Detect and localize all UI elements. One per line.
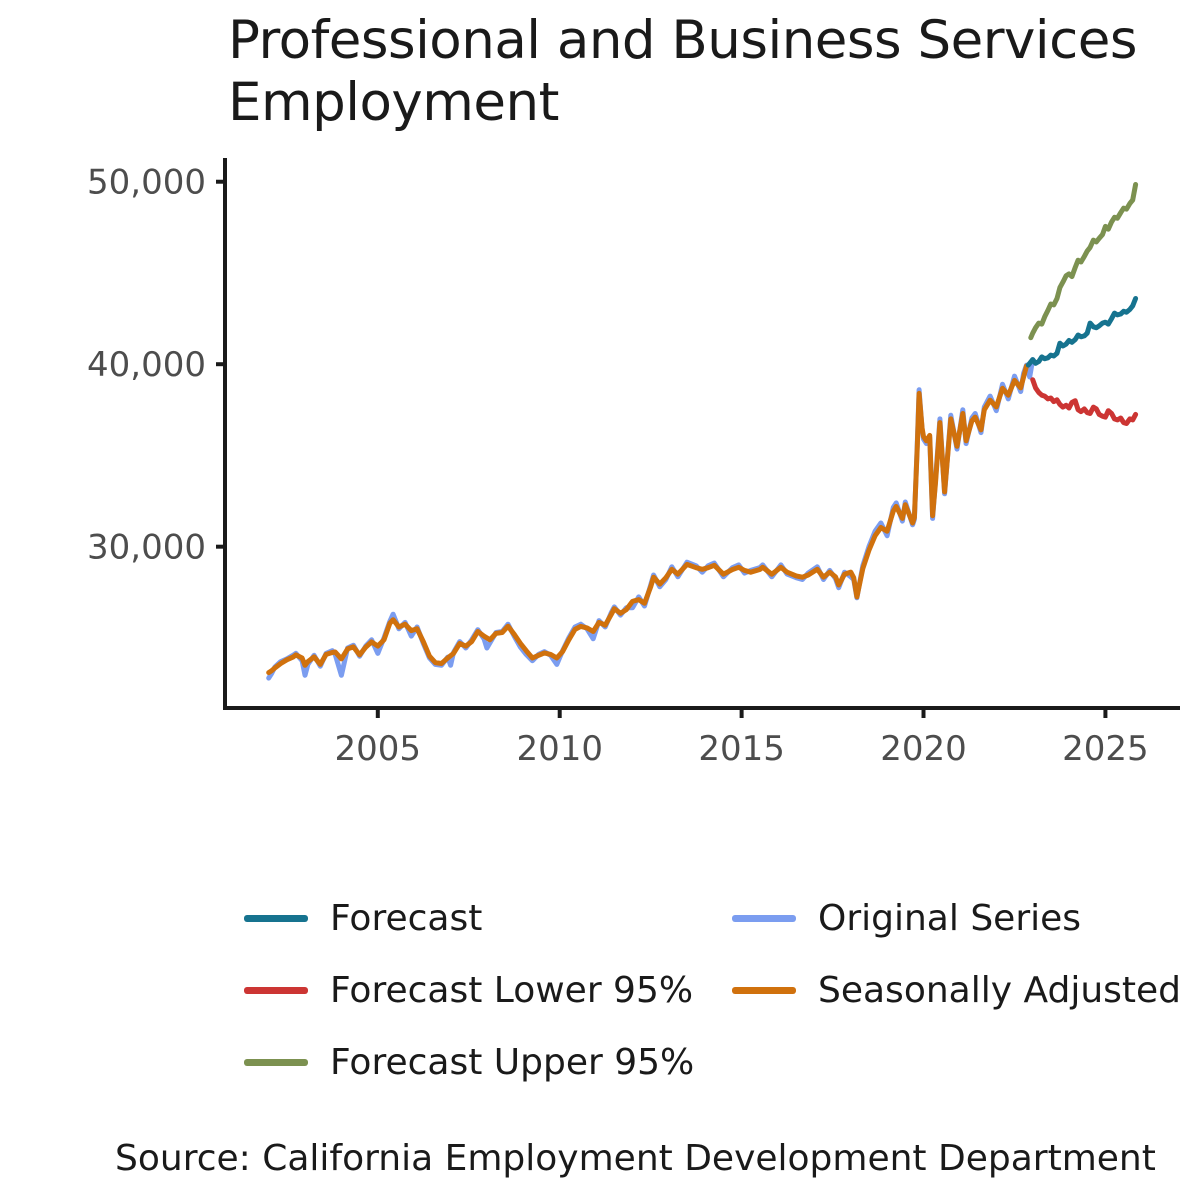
original-series-line-swatch	[732, 914, 796, 922]
legend-item-forecast: Forecast	[244, 897, 483, 939]
x-tick-label: 2005	[335, 729, 422, 769]
legend-label-forecast-upper-95: Forecast Upper 95%	[330, 1041, 695, 1083]
y-tick-label: 50,000	[87, 163, 206, 203]
legend-label-original-series: Original Series	[818, 897, 1082, 939]
y-axis-ticks: 30,000 40,000 50,000	[87, 163, 225, 568]
series-line-forecast-lower-95	[1030, 377, 1139, 426]
legend-label-seasonally-adjusted: Seasonally Adjusted	[818, 969, 1182, 1011]
x-tick-label: 2025	[1062, 729, 1149, 769]
seasonally-adjusted-line-swatch	[732, 986, 796, 994]
series-line-forecast-upper-95	[1028, 182, 1139, 341]
source-note: Source: California Employment Developmen…	[115, 1138, 1156, 1179]
employment-chart: 30,000 40,000 50,000 2005 2010 2015 2020 2025	[87, 158, 1180, 769]
x-axis-ticks: 2005 2010 2015 2020 2025	[335, 708, 1149, 769]
legend-item-original-series: Original Series	[732, 897, 1082, 939]
forecast-lower-line-swatch	[244, 986, 308, 994]
forecast-line-swatch	[244, 914, 308, 922]
legend-item-seasonally-adjusted: Seasonally Adjusted	[732, 969, 1182, 1011]
axes	[223, 158, 1180, 710]
forecast-upper-line-swatch	[244, 1058, 308, 1066]
legend-item-forecast-upper-95: Forecast Upper 95%	[244, 1041, 695, 1083]
y-tick-label: 40,000	[87, 345, 206, 385]
chart-title-line2: Employment	[228, 72, 559, 133]
x-tick-label: 2015	[698, 729, 785, 769]
legend-item-forecast-lower-95: Forecast Lower 95%	[244, 969, 694, 1011]
x-tick-label: 2010	[516, 729, 603, 769]
series-line-seasonally-adjusted	[266, 363, 1029, 676]
y-tick-label: 30,000	[87, 528, 206, 568]
series-line-forecast	[1025, 296, 1139, 368]
legend-label-forecast: Forecast	[330, 897, 483, 939]
x-tick-label: 2020	[880, 729, 967, 769]
legend-label-forecast-lower-95: Forecast Lower 95%	[330, 969, 694, 1011]
chart-title-line1: Professional and Business Services	[228, 10, 1137, 71]
chart-title: Professional and Business Services Emplo…	[228, 10, 1137, 134]
